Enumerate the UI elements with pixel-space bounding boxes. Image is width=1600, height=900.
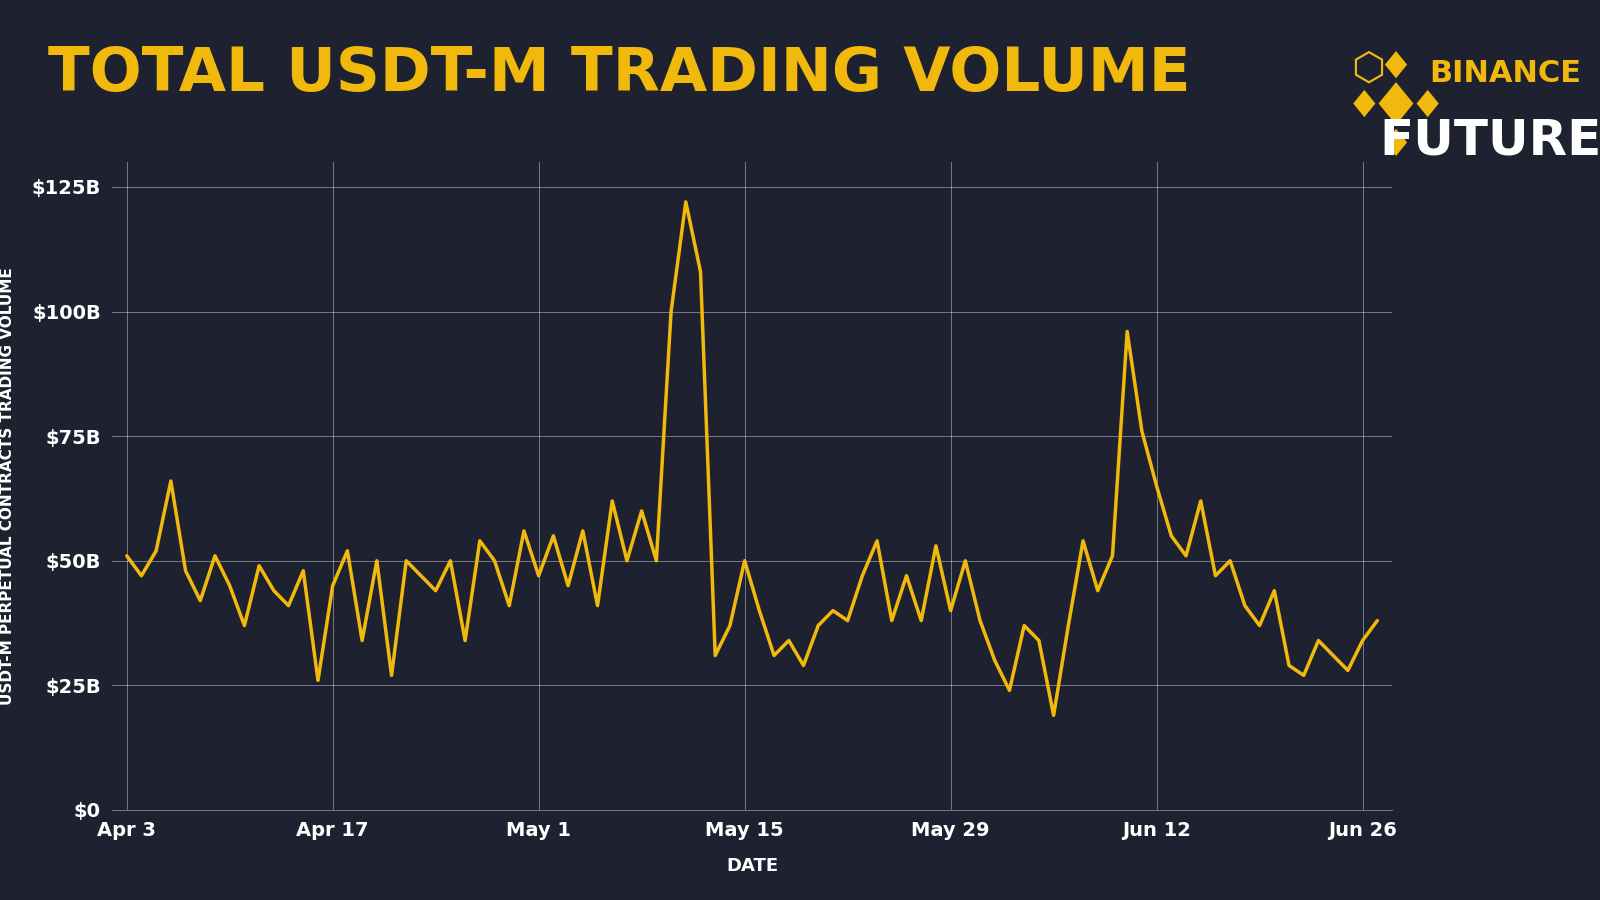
Text: FUTURES: FUTURES: [1379, 117, 1600, 165]
Polygon shape: [1416, 90, 1438, 117]
Polygon shape: [1354, 90, 1376, 117]
X-axis label: DATE: DATE: [726, 857, 778, 875]
Text: TOTAL USDT-M TRADING VOLUME: TOTAL USDT-M TRADING VOLUME: [48, 45, 1190, 104]
Polygon shape: [1379, 82, 1413, 125]
Polygon shape: [1386, 129, 1406, 156]
Polygon shape: [1386, 51, 1406, 78]
Text: BINANCE: BINANCE: [1429, 58, 1581, 87]
Text: ⬡: ⬡: [1350, 50, 1386, 87]
Y-axis label: USDT-M PERPETUAL CONTRACTS TRADING VOLUME: USDT-M PERPETUAL CONTRACTS TRADING VOLUM…: [0, 267, 14, 705]
